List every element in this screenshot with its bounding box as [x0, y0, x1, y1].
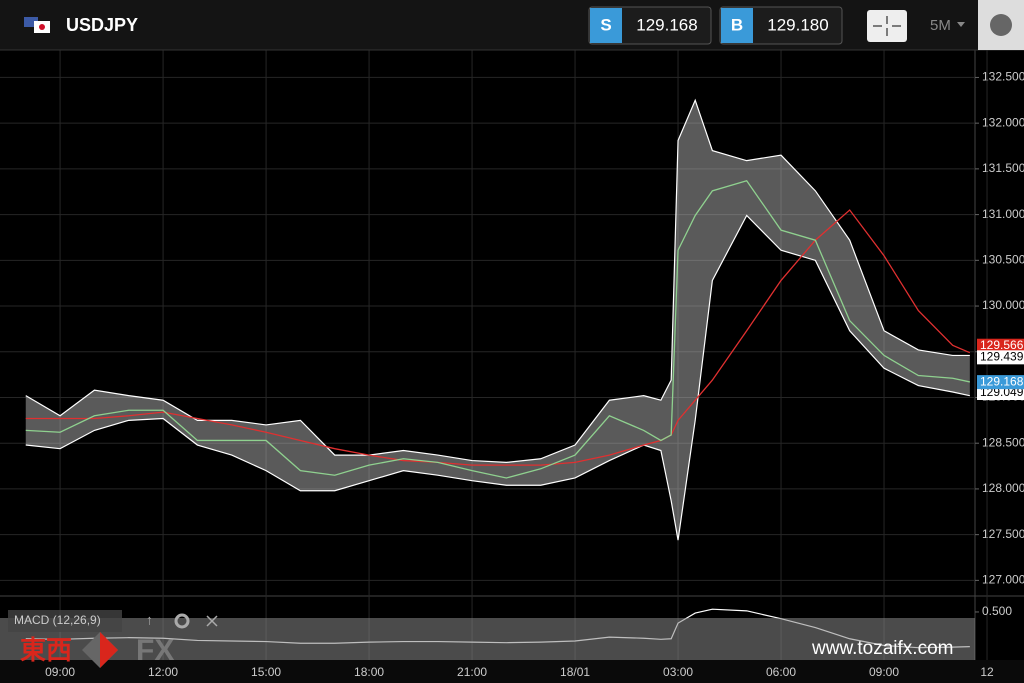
price-tag [977, 386, 1024, 401]
x-tick-label: 18:00 [354, 665, 384, 679]
watermark-brand: 東西 [20, 635, 72, 665]
sell-price: 129.168 [636, 15, 697, 34]
y-tick-label: 130.000 [982, 298, 1024, 312]
buy-badge [721, 8, 753, 43]
price-tag [977, 338, 1024, 353]
y-tick-label: 128.000 [982, 481, 1024, 495]
x-tick-label: 12 [980, 665, 994, 679]
timeframe[interactable]: 5M [930, 17, 951, 34]
crosshair-button[interactable] [867, 10, 907, 42]
header-bar [0, 0, 1024, 50]
x-tick-label: 03:00 [663, 665, 693, 679]
plot: 127.000127.500128.000128.500129.000129.5… [0, 50, 1024, 683]
y-tick-label: 127.500 [982, 527, 1024, 541]
x-tick-label: 09:00 [869, 665, 899, 679]
price-tag [977, 375, 1024, 390]
x-tick-label: 21:00 [457, 665, 487, 679]
symbol: USDJPY [66, 15, 138, 35]
sell-badge [590, 8, 622, 43]
macd-overlay [0, 618, 975, 660]
sell-label: S [600, 15, 611, 34]
macd-label-box [8, 610, 122, 632]
y-tick-label: 131.500 [982, 161, 1024, 175]
watermark-logo-red [100, 632, 118, 668]
x-tick-label: 09:00 [45, 665, 75, 679]
y-tick-label: 132.000 [982, 115, 1024, 129]
y-tick-label: 127.000 [982, 573, 1024, 587]
macd-label: MACD (12,26,9) [14, 613, 101, 627]
price-tag-label: 129.566 [980, 338, 1024, 352]
x-tick-label: 15:00 [251, 665, 281, 679]
macd-close-icon [206, 615, 218, 627]
series-line [25, 209, 971, 466]
x-tick-label: 18/01 [560, 665, 590, 679]
buy-price: 129.180 [767, 15, 828, 34]
x-tick-label: 06:00 [766, 665, 796, 679]
x-tick-label: 12:00 [148, 665, 178, 679]
macd-up-icon: ↑ [146, 612, 153, 628]
y-tick-label: 130.500 [982, 252, 1024, 266]
timeframe-caret [957, 22, 965, 27]
crosshair-icon [873, 16, 901, 36]
y-tick-label: 131.000 [982, 207, 1024, 221]
price-tag-label: 129.439 [980, 350, 1024, 364]
flag-us [24, 17, 38, 27]
series-line [25, 214, 970, 541]
macd-settings-icon [174, 613, 190, 629]
price-tag-label: 129.168 [980, 374, 1024, 388]
macd-tick-label: 0.500 [982, 604, 1012, 618]
y-tick-label: 128.500 [982, 435, 1024, 449]
price-tag [977, 350, 1024, 365]
flag-jp-dot [39, 24, 45, 30]
series-line [25, 180, 970, 479]
x-axis-panel [0, 660, 1024, 683]
band-fill [25, 100, 970, 541]
series-line [25, 98, 970, 464]
buy-label: B [731, 15, 743, 34]
y-tick-label: 132.500 [982, 70, 1024, 84]
settings-icon [990, 14, 1012, 36]
watermark-fx: FX [136, 634, 174, 667]
watermark-url: www.tozaifx.com [811, 638, 953, 659]
